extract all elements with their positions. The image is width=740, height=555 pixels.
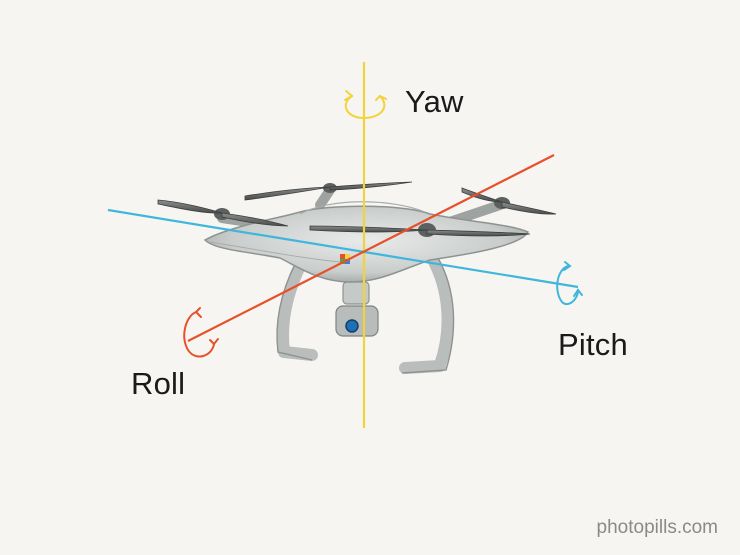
propellers (157, 181, 557, 237)
roll-rotation-icon (183, 307, 219, 358)
roll-axis (187, 154, 555, 342)
watermark-text: photopills.com (596, 517, 718, 538)
pitch-label: Pitch (558, 327, 628, 362)
landing-gear (276, 252, 454, 374)
pitch-axis (107, 208, 579, 289)
yaw-rotation-icon (344, 90, 387, 120)
yaw-label: Yaw (405, 84, 464, 119)
gimbal-camera (335, 281, 379, 337)
pitch-rotation-icon (556, 261, 583, 306)
roll-label: Roll (131, 366, 186, 401)
camera-lens-icon (345, 319, 359, 333)
